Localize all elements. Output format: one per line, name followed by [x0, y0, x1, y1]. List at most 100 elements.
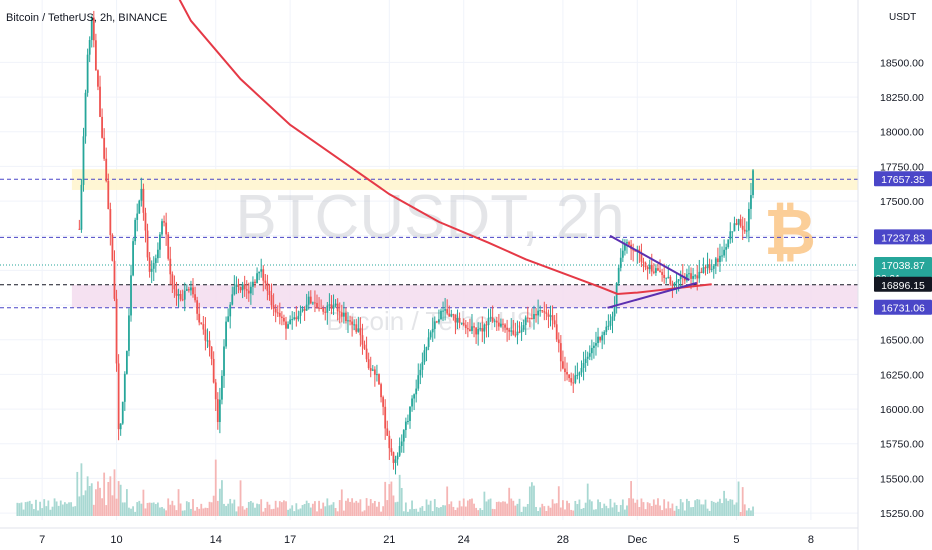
candle-body	[417, 375, 420, 389]
volume-bar	[648, 503, 651, 516]
volume-bar	[68, 502, 70, 516]
volume-bar	[481, 510, 484, 516]
time-tick-label: 28	[557, 534, 569, 546]
volume-bar	[274, 500, 277, 516]
candle-body	[537, 310, 540, 316]
volume-bar	[568, 503, 571, 516]
volume-bar	[671, 503, 674, 516]
price-label-box	[874, 299, 932, 315]
price-label-text: 17657.35	[881, 174, 925, 186]
candle-body	[171, 274, 174, 285]
candle-body	[231, 294, 234, 305]
candle-body	[545, 312, 548, 314]
candle-body	[588, 353, 591, 357]
volume-bar	[101, 498, 103, 516]
volume-bar	[557, 486, 560, 516]
candle-body	[522, 325, 525, 330]
candle-body	[721, 255, 723, 257]
volume-bar	[384, 481, 387, 516]
price-tick-label: 16500.00	[880, 335, 924, 347]
candle-body	[423, 350, 426, 363]
candle-body	[303, 309, 306, 311]
candle-body	[415, 388, 418, 395]
candle-body	[388, 435, 391, 449]
volume-bar	[295, 503, 298, 516]
time-tick-label: 7	[39, 534, 45, 546]
candle-body	[132, 241, 134, 276]
volume-bar	[572, 510, 575, 516]
volume-bar	[130, 508, 132, 516]
candle-body	[361, 335, 364, 345]
volume-bar	[72, 506, 75, 516]
currency-label: USDT	[889, 12, 917, 23]
volume-bar	[256, 503, 258, 516]
candle-body	[574, 375, 577, 383]
candle-body	[351, 321, 354, 325]
volume-bar	[121, 502, 124, 516]
volume-bar	[638, 507, 641, 516]
volume-bar	[588, 499, 591, 516]
candle-body	[640, 252, 643, 262]
candle-body	[473, 326, 475, 328]
volume-bar	[659, 505, 661, 516]
volume-bar	[326, 498, 329, 516]
candle-body	[458, 317, 461, 323]
volume-bar	[192, 499, 194, 516]
candle-body	[163, 221, 165, 223]
candle-body	[326, 305, 329, 313]
candle-body	[221, 375, 223, 400]
volume-bar	[652, 499, 655, 516]
volume-bar	[311, 503, 314, 516]
candle-body	[743, 229, 746, 232]
candle-body	[357, 328, 360, 332]
volume-bar	[237, 506, 240, 516]
candle-body	[644, 262, 647, 268]
candle-body	[733, 223, 736, 232]
candle-body	[528, 317, 531, 319]
candle-body	[599, 336, 602, 341]
candle-body	[237, 284, 240, 287]
candle-body	[130, 275, 132, 316]
candle-body	[613, 305, 616, 317]
volume-bar	[307, 503, 310, 516]
volume-bar	[382, 506, 385, 516]
volume-bar	[562, 500, 564, 516]
candle-body	[280, 316, 283, 318]
candle-body	[435, 321, 438, 323]
volume-bar	[595, 509, 597, 516]
volume-bar	[462, 498, 465, 516]
volume-bar	[183, 510, 186, 516]
candle-body	[101, 116, 103, 138]
candle-body	[363, 344, 366, 349]
volume-bar	[320, 508, 323, 516]
volume-bar	[752, 506, 754, 516]
volume-bar	[111, 495, 114, 516]
volume-bar	[650, 506, 653, 516]
candle-body	[328, 304, 331, 306]
candle-body	[700, 271, 703, 273]
volume-bar	[20, 502, 23, 516]
candle-body	[564, 368, 566, 373]
support-zone	[71, 284, 859, 308]
volume-bar	[524, 506, 527, 516]
candle-body	[274, 308, 277, 313]
candle-body	[690, 273, 692, 279]
price-label-text: 16731.06	[881, 303, 925, 315]
volume-bar	[185, 501, 188, 516]
candle-body	[708, 264, 711, 270]
volume-bar	[378, 501, 380, 516]
volume-bar	[45, 506, 48, 516]
candle-body	[752, 170, 754, 196]
candle-body	[404, 421, 407, 431]
candle-body	[568, 374, 571, 379]
symbol-title[interactable]: Bitcoin / TetherUS, 2h, BINANCE	[6, 12, 168, 24]
candle-body	[555, 324, 558, 340]
candle-body	[671, 284, 674, 286]
volume-bar	[630, 481, 633, 516]
candle-body	[471, 326, 473, 331]
candle-body	[260, 269, 263, 272]
volume-bar	[663, 499, 666, 516]
volume-bar	[642, 502, 645, 516]
candle-body	[702, 267, 705, 273]
